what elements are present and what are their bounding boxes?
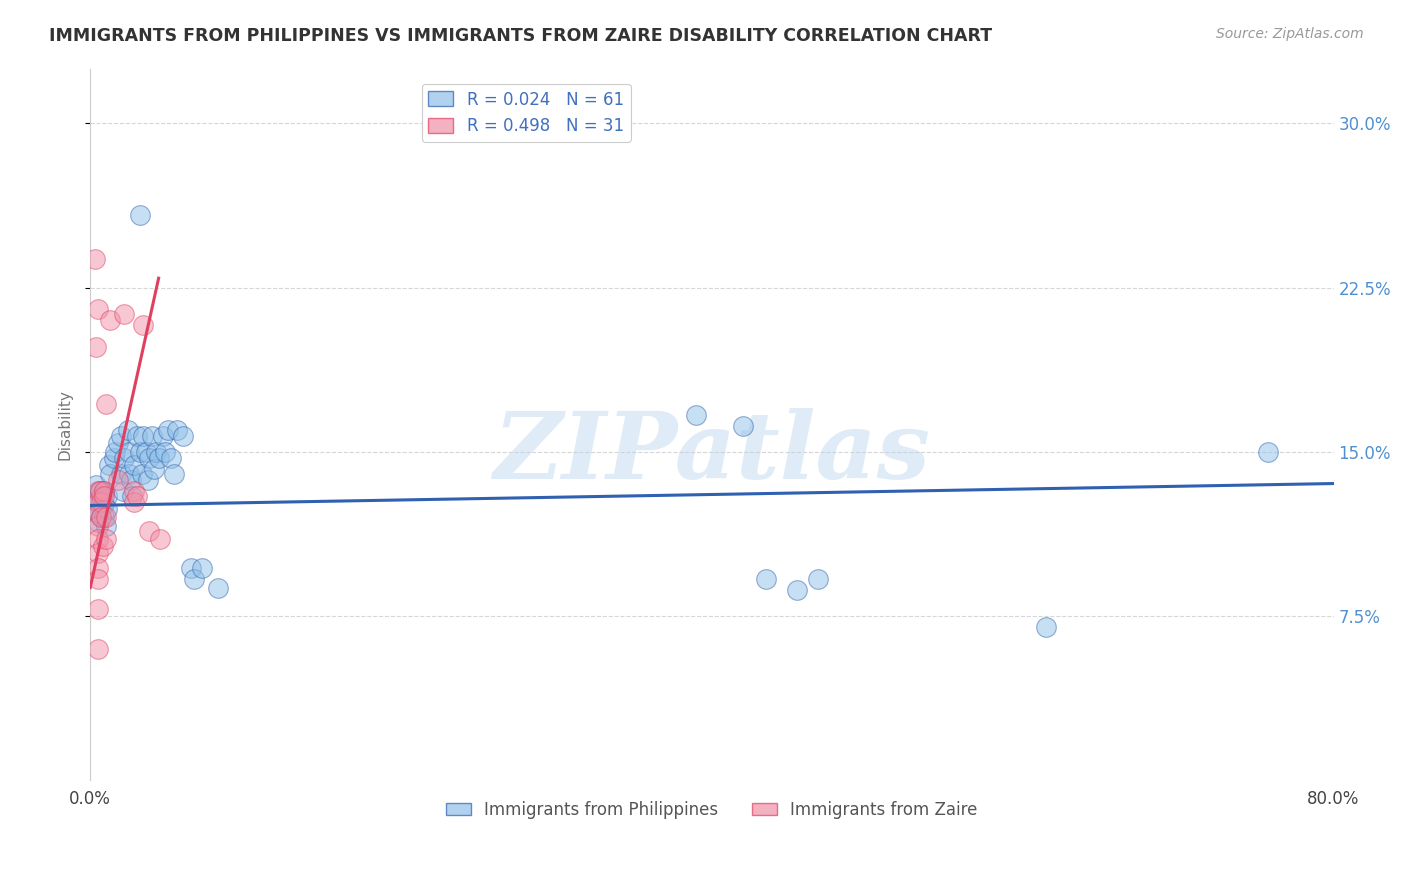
Point (755, 572, 778, 586)
Point (93, 489, 115, 503)
Point (118, 467, 141, 481)
Point (122, 458, 145, 472)
Point (89, 484, 111, 499)
Point (131, 467, 153, 481)
Point (94, 519, 117, 533)
Point (152, 429, 174, 443)
Point (86, 477, 108, 491)
Point (87, 484, 110, 499)
Text: IMMIGRANTS FROM PHILIPPINES VS IMMIGRANTS FROM ZAIRE DISABILITY CORRELATION CHAR: IMMIGRANTS FROM PHILIPPINES VS IMMIGRANT… (49, 27, 993, 45)
Point (122, 484, 145, 499)
Point (100, 313, 122, 327)
Point (111, 484, 134, 499)
Point (87, 302, 110, 317)
Point (93, 497, 115, 511)
Point (125, 489, 148, 503)
Point (183, 572, 205, 586)
Point (89, 484, 111, 499)
Point (172, 429, 194, 443)
Point (786, 582, 808, 597)
Point (91, 497, 114, 511)
Point (132, 429, 155, 443)
Point (87, 515, 110, 529)
Point (83, 252, 105, 266)
Point (87, 495, 110, 509)
Point (87, 602, 110, 616)
Point (568, 123, 591, 137)
Legend: Immigrants from Philippines, Immigrants from Zaire: Immigrants from Philippines, Immigrants … (440, 794, 984, 825)
Point (141, 429, 163, 443)
Point (107, 473, 129, 487)
Point (110, 429, 132, 443)
Point (96, 489, 118, 503)
Point (1257, 444, 1279, 458)
Point (142, 462, 165, 476)
Point (93, 484, 115, 499)
Point (104, 444, 127, 458)
Point (97, 458, 120, 472)
Point (135, 444, 157, 458)
Point (125, 429, 148, 443)
Text: ZIPatlas: ZIPatlas (494, 408, 931, 498)
Point (118, 444, 141, 458)
Point (90, 489, 112, 503)
Point (1035, 620, 1057, 634)
Point (87, 506, 110, 520)
Point (156, 423, 179, 437)
Point (100, 467, 122, 481)
Point (191, 561, 214, 575)
Point (87, 506, 110, 520)
Point (87, 533, 110, 547)
Point (136, 473, 159, 487)
Point (90, 501, 112, 516)
Point (94, 510, 117, 524)
Point (91, 539, 114, 553)
Point (112, 451, 135, 466)
Point (112, 307, 135, 321)
Point (145, 444, 167, 458)
Point (87, 641, 110, 656)
Point (103, 451, 125, 466)
Point (87, 561, 110, 575)
Point (180, 561, 202, 575)
Point (685, 408, 707, 422)
Point (129, 444, 152, 458)
Point (94, 396, 117, 410)
Point (153, 444, 176, 458)
Point (86, 340, 108, 354)
Point (93, 484, 115, 499)
Point (129, 208, 152, 222)
Point (87, 545, 110, 559)
Point (148, 451, 170, 466)
Point (138, 451, 160, 466)
Point (122, 495, 145, 509)
Point (207, 581, 229, 595)
Point (149, 533, 172, 547)
Point (87, 493, 110, 508)
Y-axis label: Disability: Disability (58, 389, 72, 460)
Point (93, 510, 115, 524)
Point (160, 451, 183, 466)
Point (94, 533, 117, 547)
Point (166, 423, 188, 437)
Point (87, 572, 110, 586)
Point (110, 467, 132, 481)
Point (138, 524, 160, 538)
Point (107, 436, 129, 450)
Point (806, 572, 828, 586)
Point (132, 318, 155, 332)
Point (90, 510, 112, 524)
Point (120, 473, 142, 487)
Point (96, 501, 118, 516)
Point (90, 510, 112, 524)
Point (87, 519, 110, 533)
Point (90, 495, 112, 509)
Point (731, 418, 754, 433)
Point (117, 423, 139, 437)
Text: Source: ZipAtlas.com: Source: ZipAtlas.com (1216, 27, 1364, 41)
Point (121, 489, 143, 503)
Point (163, 467, 186, 481)
